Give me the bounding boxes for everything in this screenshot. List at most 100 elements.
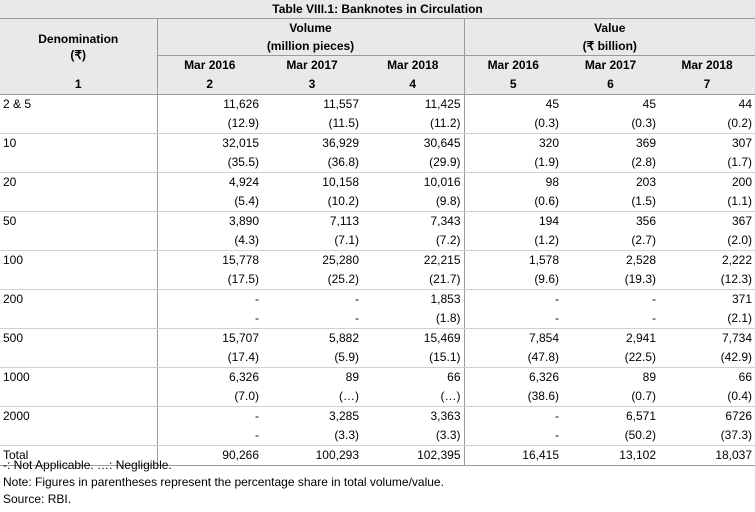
share-cell: (1.8): [362, 309, 464, 329]
share-cell: -: [463, 426, 562, 446]
share-cell: (47.8): [463, 348, 562, 368]
share-cell: (17.5): [156, 270, 262, 290]
share-cell: (21.7): [362, 270, 464, 290]
banknotes-table: Table VIII.1: Banknotes in Circulation D…: [0, 0, 755, 466]
value-cell: 98: [463, 172, 562, 192]
denomination-header-label: Denomination: [38, 32, 119, 46]
share-row: (7.0) (…) (…) (38.6) (0.7) (0.4): [0, 387, 755, 407]
share-cell: (0.3): [463, 114, 562, 134]
share-cell: (50.2): [562, 426, 659, 446]
share-cell: (25.2): [262, 270, 362, 290]
year-header: Mar 2018: [362, 55, 464, 75]
value-cell: 10,016: [423, 175, 461, 189]
data-row: 2 & 5 11,626 11,557 11,425 45 45 44: [0, 94, 755, 114]
total-value: 18,037: [659, 445, 755, 466]
value-cell: -: [463, 289, 562, 309]
share-cell: (5.4): [156, 192, 262, 212]
blank-cell: [0, 387, 157, 407]
value-cell: 7,113: [329, 214, 359, 228]
denomination-label: 2000: [3, 409, 30, 423]
share-cell: (15.1): [362, 348, 464, 368]
value-cell: 6,326: [463, 367, 562, 387]
value-unit-header: (₹ billion): [463, 37, 755, 56]
value-cell: -: [355, 292, 359, 306]
value-cell: 30,645: [423, 136, 461, 150]
column-number: 3: [262, 75, 362, 95]
share-cell: (19.3): [562, 270, 659, 290]
denomination-label: 50: [3, 214, 17, 228]
total-value: 90,266: [156, 445, 262, 466]
share-cell: (17.4): [156, 348, 262, 368]
value-cell: 11,425: [424, 97, 461, 111]
blank-cell: [0, 192, 157, 212]
share-cell: -: [463, 309, 562, 329]
data-row: 500 15,707 5,882 15,469 7,854 2,941 7,734: [0, 328, 755, 348]
share-cell: -: [156, 426, 262, 446]
value-cell: 7,854: [463, 328, 562, 348]
column-number: 7: [659, 75, 755, 95]
column-number: 4: [362, 75, 464, 95]
value-cell: 320: [463, 133, 562, 153]
value-cell: 89: [345, 370, 359, 384]
denomination-label: 20: [3, 175, 17, 189]
value-cell: 203: [635, 175, 656, 189]
value-cell: -: [652, 292, 656, 306]
share-cell: (11.2): [362, 114, 464, 134]
value-cell: 6,326: [156, 367, 262, 387]
value-cell: 2,941: [625, 331, 656, 345]
share-cell: (37.3): [659, 426, 755, 446]
share-cell: (10.2): [262, 192, 362, 212]
column-number: 1: [0, 75, 157, 95]
value-cell: 3,890: [156, 211, 262, 231]
value-cell: 369: [635, 136, 656, 150]
share-cell: (2.8): [562, 153, 659, 173]
data-row: 20 4,924 10,158 10,016 98 203 200: [0, 172, 755, 192]
table-title: Table VIII.1: Banknotes in Circulation: [0, 0, 755, 19]
column-number: 5: [463, 75, 562, 95]
value-cell: 66: [738, 370, 753, 384]
share-cell: (2.1): [659, 309, 755, 329]
denomination-label: 1000: [3, 370, 30, 384]
value-cell: 2,528: [625, 253, 656, 267]
blank-cell: [0, 309, 157, 329]
value-cell: 200: [732, 175, 753, 189]
share-cell: (12.3): [659, 270, 755, 290]
column-number: 2: [156, 75, 262, 95]
data-row: 2000-3,285 3,363-6,571 6726: [0, 406, 755, 426]
share-row: (5.4) (10.2) (9.8) (0.6) (1.5) (1.1): [0, 192, 755, 212]
denomination-header: Denomination (₹): [0, 18, 157, 75]
year-header: Mar 2017: [262, 55, 362, 75]
value-cell: 32,015: [156, 133, 262, 153]
value-cell: 5,882: [328, 331, 359, 345]
value-cell: 6726: [725, 409, 753, 423]
value-cell: 25,280: [322, 253, 359, 267]
share-cell: (36.8): [262, 153, 362, 173]
share-cell: (0.2): [659, 114, 755, 134]
value-cell: 1,853: [430, 292, 461, 306]
value-cell: 66: [447, 370, 461, 384]
share-cell: (5.9): [262, 348, 362, 368]
share-row: - (3.3) (3.3) - (50.2) (37.3): [0, 426, 755, 446]
value-cell: 11,626: [156, 94, 262, 114]
table-notes: -: Not Applicable. …: Negligible. Note: …: [3, 457, 444, 508]
note-source: Source: RBI.: [3, 492, 72, 506]
data-row: 10 32,015 36,929 30,645 320 369 307: [0, 133, 755, 153]
share-row: (35.5) (36.8) (29.9) (1.9) (2.8) (1.7): [0, 153, 755, 173]
share-cell: (42.9): [659, 348, 755, 368]
column-number: 6: [562, 75, 659, 95]
share-cell: (0.3): [562, 114, 659, 134]
note-legend: -: Not Applicable. …: Negligible.: [3, 458, 172, 472]
data-row: 1000 6,326 89 66 6,326 89 66: [0, 367, 755, 387]
share-cell: (29.9): [362, 153, 464, 173]
total-value: 16,415: [463, 445, 562, 466]
note-parentheses: Note: Figures in parentheses represent t…: [3, 475, 444, 489]
total-value: 13,102: [562, 445, 659, 466]
volume-unit-header: (million pieces): [156, 37, 464, 56]
total-value: 100,293: [262, 445, 362, 466]
total-label: Total: [0, 445, 157, 466]
denomination-label: 2 & 5: [3, 97, 32, 111]
value-cell: 367: [732, 214, 753, 228]
blank-cell: [0, 348, 157, 368]
blank-cell: [0, 153, 157, 173]
year-header: Mar 2018: [659, 55, 755, 75]
